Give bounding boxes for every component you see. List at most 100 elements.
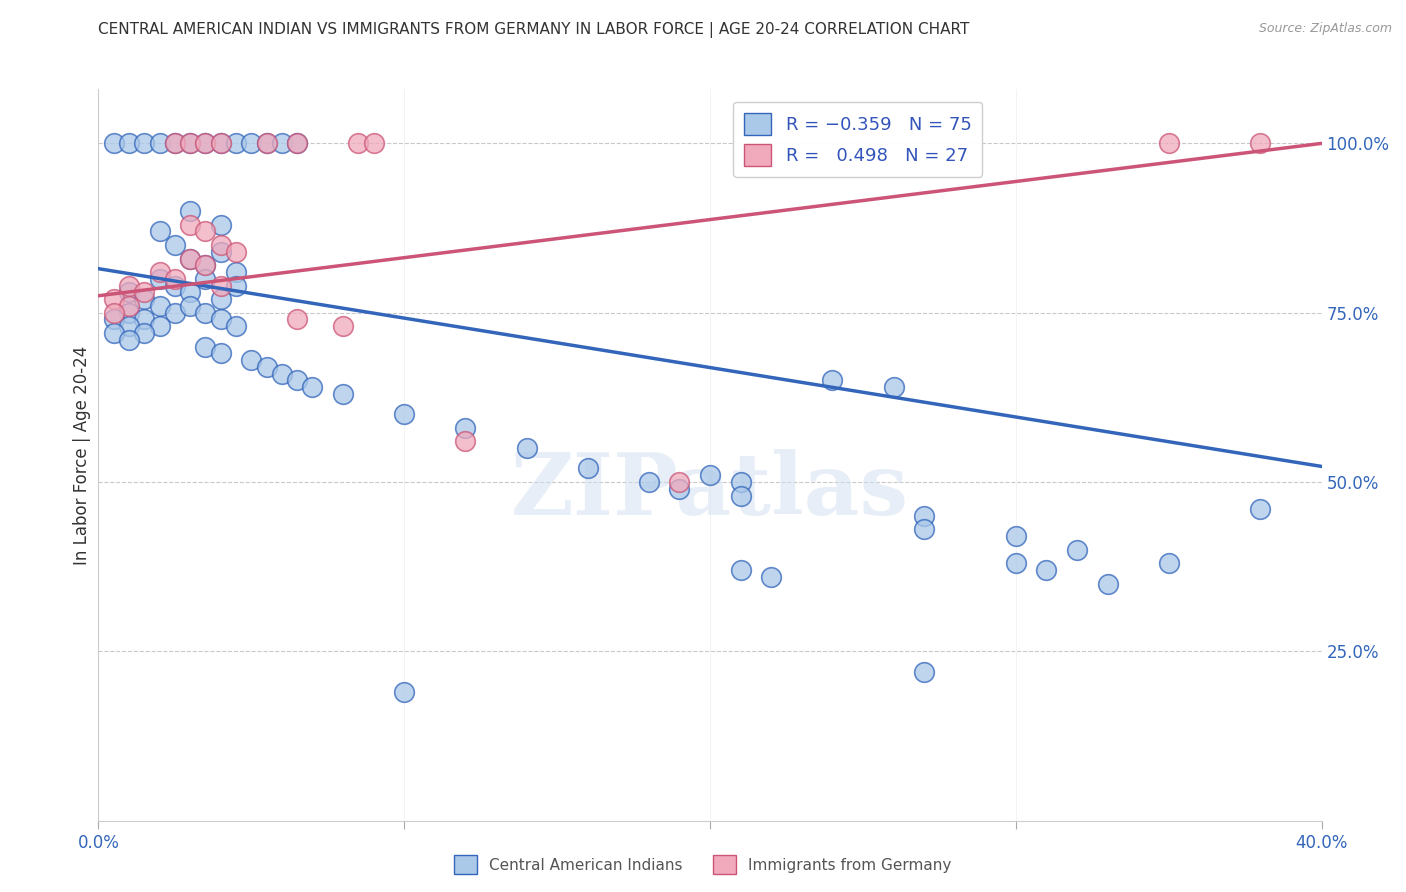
Text: ZIPatlas: ZIPatlas bbox=[510, 450, 910, 533]
Point bbox=[209, 136, 232, 151]
Point bbox=[270, 136, 292, 151]
Point bbox=[118, 285, 141, 300]
Point bbox=[225, 319, 247, 334]
Point bbox=[209, 346, 232, 360]
Y-axis label: In Labor Force | Age 20-24: In Labor Force | Age 20-24 bbox=[73, 345, 91, 565]
Point bbox=[256, 359, 278, 374]
Point bbox=[194, 306, 217, 320]
Point bbox=[1035, 563, 1057, 577]
Point bbox=[163, 272, 186, 286]
Point bbox=[149, 299, 172, 313]
Point bbox=[392, 685, 416, 699]
Point bbox=[179, 252, 201, 266]
Point bbox=[912, 508, 935, 523]
Point bbox=[668, 475, 690, 489]
Point bbox=[134, 312, 156, 326]
Point bbox=[118, 136, 141, 151]
Point bbox=[285, 136, 308, 151]
Point bbox=[285, 136, 308, 151]
Point bbox=[209, 238, 232, 252]
Point bbox=[301, 380, 323, 394]
Point bbox=[576, 461, 599, 475]
Legend: R = −0.359   N = 75, R =   0.498   N = 27: R = −0.359 N = 75, R = 0.498 N = 27 bbox=[734, 102, 983, 177]
Point bbox=[194, 272, 217, 286]
Point bbox=[134, 326, 156, 340]
Point bbox=[179, 285, 201, 300]
Point bbox=[149, 272, 172, 286]
Point bbox=[240, 353, 263, 368]
Point bbox=[179, 252, 201, 266]
Point bbox=[1066, 542, 1088, 557]
Point bbox=[285, 373, 308, 387]
Point bbox=[256, 136, 278, 151]
Point bbox=[209, 136, 232, 151]
Point bbox=[225, 278, 247, 293]
Point bbox=[225, 136, 247, 151]
Point bbox=[454, 434, 477, 449]
Point bbox=[194, 340, 217, 354]
Point bbox=[163, 306, 186, 320]
Point bbox=[163, 278, 186, 293]
Point bbox=[209, 244, 232, 259]
Point bbox=[103, 306, 125, 320]
Point bbox=[1097, 576, 1119, 591]
Point bbox=[118, 319, 141, 334]
Point bbox=[194, 258, 217, 272]
Point bbox=[209, 278, 232, 293]
Point bbox=[730, 563, 752, 577]
Point bbox=[332, 319, 354, 334]
Point bbox=[163, 238, 186, 252]
Point bbox=[730, 475, 752, 489]
Point bbox=[209, 312, 232, 326]
Point bbox=[163, 136, 186, 151]
Point bbox=[118, 333, 141, 347]
Point bbox=[194, 136, 217, 151]
Point bbox=[134, 136, 156, 151]
Point bbox=[1004, 556, 1026, 570]
Point bbox=[883, 380, 905, 394]
Point bbox=[179, 299, 201, 313]
Point bbox=[1157, 136, 1180, 151]
Point bbox=[730, 489, 752, 503]
Point bbox=[347, 136, 370, 151]
Point bbox=[149, 224, 172, 238]
Point bbox=[103, 326, 125, 340]
Point bbox=[194, 224, 217, 238]
Point bbox=[516, 441, 538, 455]
Point bbox=[1157, 556, 1180, 570]
Point bbox=[149, 265, 172, 279]
Point bbox=[118, 299, 141, 313]
Point bbox=[179, 136, 201, 151]
Point bbox=[225, 265, 247, 279]
Legend: Central American Indians, Immigrants from Germany: Central American Indians, Immigrants fro… bbox=[449, 849, 957, 880]
Point bbox=[392, 407, 416, 421]
Point bbox=[209, 218, 232, 232]
Point bbox=[103, 312, 125, 326]
Point bbox=[363, 136, 385, 151]
Point bbox=[103, 292, 125, 306]
Point bbox=[179, 136, 201, 151]
Point bbox=[194, 258, 217, 272]
Point bbox=[1249, 502, 1271, 516]
Point bbox=[179, 204, 201, 219]
Point bbox=[332, 387, 354, 401]
Point bbox=[118, 278, 141, 293]
Point bbox=[134, 292, 156, 306]
Point bbox=[270, 367, 292, 381]
Point bbox=[118, 306, 141, 320]
Point bbox=[134, 285, 156, 300]
Point bbox=[759, 570, 782, 584]
Point bbox=[240, 136, 263, 151]
Point bbox=[912, 665, 935, 679]
Point bbox=[194, 136, 217, 151]
Point bbox=[1004, 529, 1026, 543]
Point bbox=[668, 482, 690, 496]
Point bbox=[454, 421, 477, 435]
Text: Source: ZipAtlas.com: Source: ZipAtlas.com bbox=[1258, 22, 1392, 36]
Point bbox=[149, 319, 172, 334]
Text: CENTRAL AMERICAN INDIAN VS IMMIGRANTS FROM GERMANY IN LABOR FORCE | AGE 20-24 CO: CENTRAL AMERICAN INDIAN VS IMMIGRANTS FR… bbox=[98, 22, 970, 38]
Point bbox=[256, 136, 278, 151]
Point bbox=[699, 468, 721, 483]
Point bbox=[209, 292, 232, 306]
Point bbox=[912, 523, 935, 537]
